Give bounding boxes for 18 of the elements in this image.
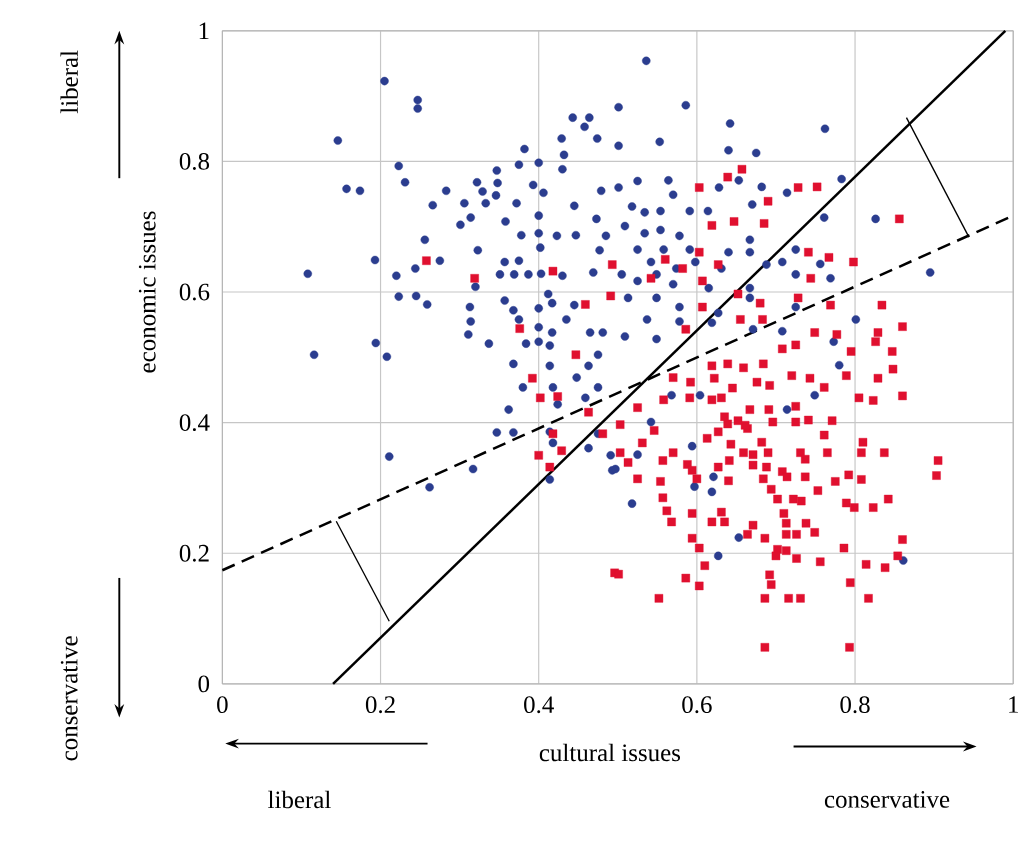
text: conservative [60, 636, 78, 761]
y-tick-label: 0.2 [179, 544, 209, 562]
x-tick-label: 0 [217, 696, 228, 714]
text: conservative [824, 791, 950, 808]
text: liberal [60, 50, 78, 114]
text: liberal [268, 790, 331, 809]
y-tick-label: 0.8 [179, 153, 210, 171]
x-tick-label: 1 [1009, 696, 1018, 713]
y-tick-label: 0.6 [179, 283, 210, 301]
x-tick-label: 0.8 [840, 696, 870, 714]
x-axis-title: cultural issues [539, 743, 681, 762]
x-tick-label: 0.2 [365, 696, 395, 714]
y-tick-label: 0.4 [179, 414, 210, 432]
y-axis-title: economic issues [138, 211, 156, 373]
x-tick-label: 0.4 [524, 696, 554, 714]
y-tick-label: 0 [198, 675, 210, 693]
y-tick-label: 1 [199, 22, 209, 40]
x-tick-label: 0.6 [682, 696, 712, 714]
